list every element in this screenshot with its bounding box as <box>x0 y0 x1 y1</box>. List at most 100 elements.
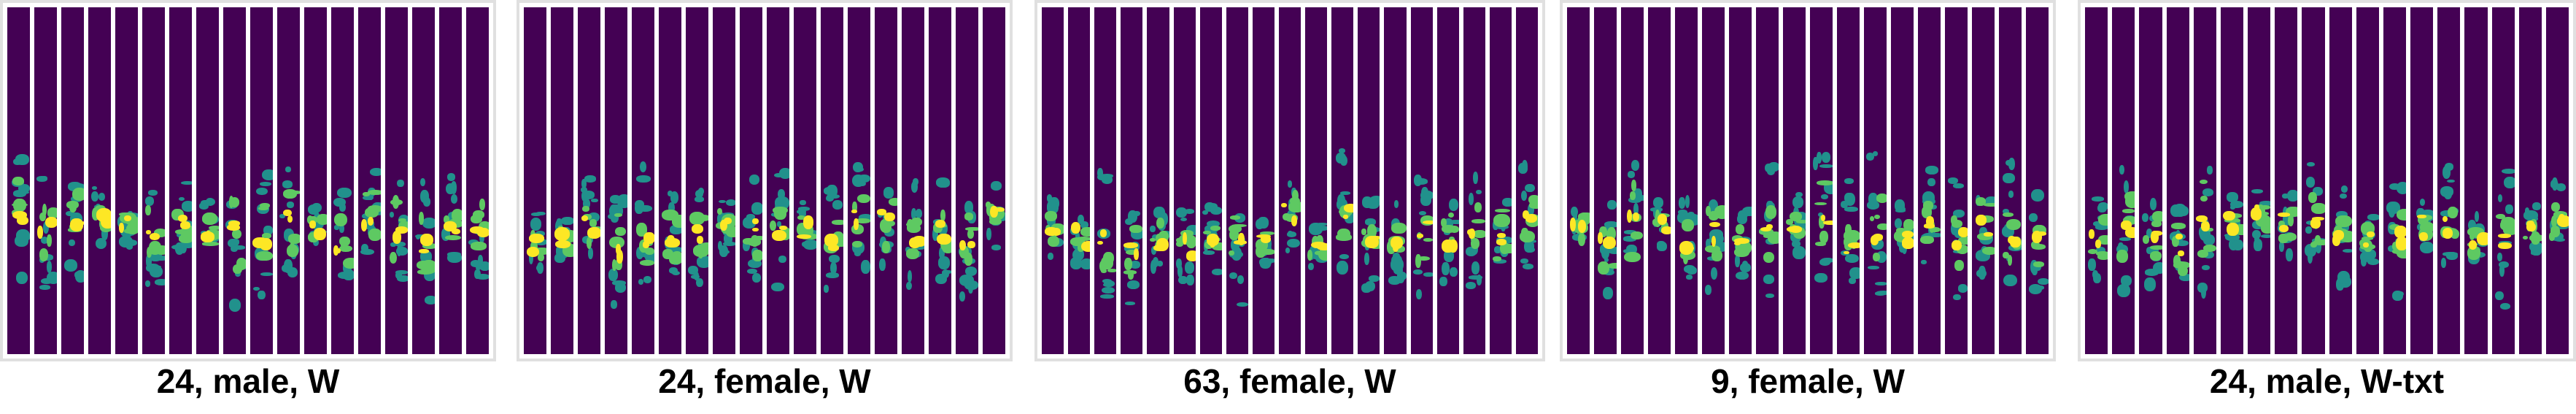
spectrogram-blob <box>797 234 811 239</box>
panel-2-caption: 24, female, W <box>517 361 1013 401</box>
spectrogram-strip <box>169 7 192 354</box>
spectrogram-strip <box>142 7 165 354</box>
spectrogram-strip <box>740 7 762 354</box>
spectrogram-blob <box>1921 260 1927 264</box>
spectrogram-blob <box>260 272 273 276</box>
spectrogram-blob <box>2232 239 2243 250</box>
spectrogram-blob <box>1442 239 1455 253</box>
spectrogram-blob <box>1100 294 1114 299</box>
spectrogram-blob <box>2367 258 2379 265</box>
spectrogram-strip <box>1972 7 1995 354</box>
panel-4: 9, female, W <box>1560 0 2056 414</box>
spectrogram-blob <box>1902 231 1913 238</box>
spectrogram-blob <box>1924 223 1935 228</box>
spectrogram-blob <box>17 216 28 225</box>
spectrogram-blob <box>2010 237 2020 248</box>
spectrogram-strip <box>713 7 735 354</box>
spectrogram-blob <box>1496 239 1506 245</box>
spectrogram-blob <box>2031 189 2044 202</box>
spectrogram-blob <box>1976 215 1986 226</box>
spectrogram-blob <box>991 181 1002 191</box>
spectrogram-blob <box>1607 200 1616 210</box>
spectrogram-blob <box>1369 275 1380 281</box>
spectrogram-strip <box>605 7 627 354</box>
spectrogram-blob <box>260 203 270 208</box>
spectrogram-strip <box>1463 7 1485 354</box>
spectrogram-blob <box>2306 177 2316 187</box>
spectrogram-strip <box>956 7 978 354</box>
spectrogram-blob <box>614 213 622 217</box>
spectrogram-blob <box>368 190 381 195</box>
spectrogram-strip <box>385 7 408 354</box>
spectrogram-blob <box>967 241 975 248</box>
spectrogram-blob <box>582 206 589 212</box>
spectrogram-blob <box>91 191 98 202</box>
spectrogram-blob <box>1442 262 1449 275</box>
spectrogram-strip <box>1305 7 1327 354</box>
spectrogram-blob <box>2475 211 2480 222</box>
spectrogram-blob <box>772 230 786 241</box>
spectrogram-blob <box>179 197 185 201</box>
spectrogram-blob <box>2251 207 2262 221</box>
spectrogram-blob <box>688 266 698 275</box>
panel-1-image <box>0 0 496 361</box>
spectrogram-blob <box>2151 221 2162 227</box>
spectrogram-blob <box>2088 249 2098 254</box>
spectrogram-blob <box>1792 246 1806 258</box>
spectrogram-blob <box>419 249 429 253</box>
spectrogram-blob <box>201 200 209 206</box>
spectrogram-blob <box>555 240 570 248</box>
spectrogram-blob <box>2116 250 2128 263</box>
spectrogram-blob <box>1107 269 1117 272</box>
spectrogram-blob <box>1817 152 1822 164</box>
spectrogram-blob <box>37 226 43 239</box>
spectrogram-strip <box>686 7 708 354</box>
spectrogram-blob <box>1450 267 1457 277</box>
spectrogram-blob <box>1661 226 1671 234</box>
spectrogram-blob <box>477 228 489 237</box>
spectrogram-blob <box>906 222 921 228</box>
spectrogram-blob <box>2287 190 2298 202</box>
spectrogram-blob <box>2119 165 2124 175</box>
spectrogram-blob <box>1819 231 1827 244</box>
spectrogram-strip <box>551 7 573 354</box>
spectrogram-blob <box>1925 166 1938 175</box>
spectrogram-blob <box>530 218 542 231</box>
spectrogram-strip <box>1918 7 1941 354</box>
spectrogram-blob <box>2150 198 2157 210</box>
spectrogram-blob <box>155 245 165 255</box>
panel-3-strips <box>1042 7 1538 354</box>
spectrogram-blob <box>155 256 165 261</box>
spectrogram-blob <box>233 239 239 245</box>
spectrogram-blob <box>1423 238 1433 242</box>
spectrogram-blob <box>906 248 919 259</box>
spectrogram-strip <box>1147 7 1169 354</box>
spectrogram-blob <box>201 231 214 242</box>
spectrogram-blob <box>45 217 57 228</box>
spectrogram-blob <box>2201 221 2210 231</box>
spectrogram-blob <box>39 248 49 261</box>
spectrogram-blob <box>1624 252 1641 262</box>
spectrogram-blob <box>881 222 891 233</box>
spectrogram-blob <box>852 175 865 188</box>
spectrogram-blob <box>2278 234 2289 243</box>
spectrogram-blob <box>2504 177 2515 188</box>
spectrogram-blob <box>47 234 52 248</box>
spectrogram-blob <box>1343 215 1347 219</box>
spectrogram-blob <box>1819 258 1830 266</box>
spectrogram-blob <box>368 217 374 226</box>
spectrogram-strip <box>1999 7 2022 354</box>
spectrogram-blob <box>2531 234 2540 242</box>
spectrogram-blob <box>698 188 704 196</box>
spectrogram-blob <box>2396 237 2406 250</box>
spectrogram-blob <box>1954 260 1964 271</box>
spectrogram-blob <box>451 181 457 194</box>
spectrogram-blob <box>368 229 381 241</box>
spectrogram-blob <box>2003 252 2008 258</box>
spectrogram-blob <box>611 300 616 309</box>
spectrogram-blob <box>1984 232 1992 237</box>
spectrogram-blob <box>779 168 789 179</box>
spectrogram-blob <box>47 272 57 285</box>
spectrogram-strip <box>1837 7 1860 354</box>
spectrogram-blob <box>1844 193 1853 203</box>
